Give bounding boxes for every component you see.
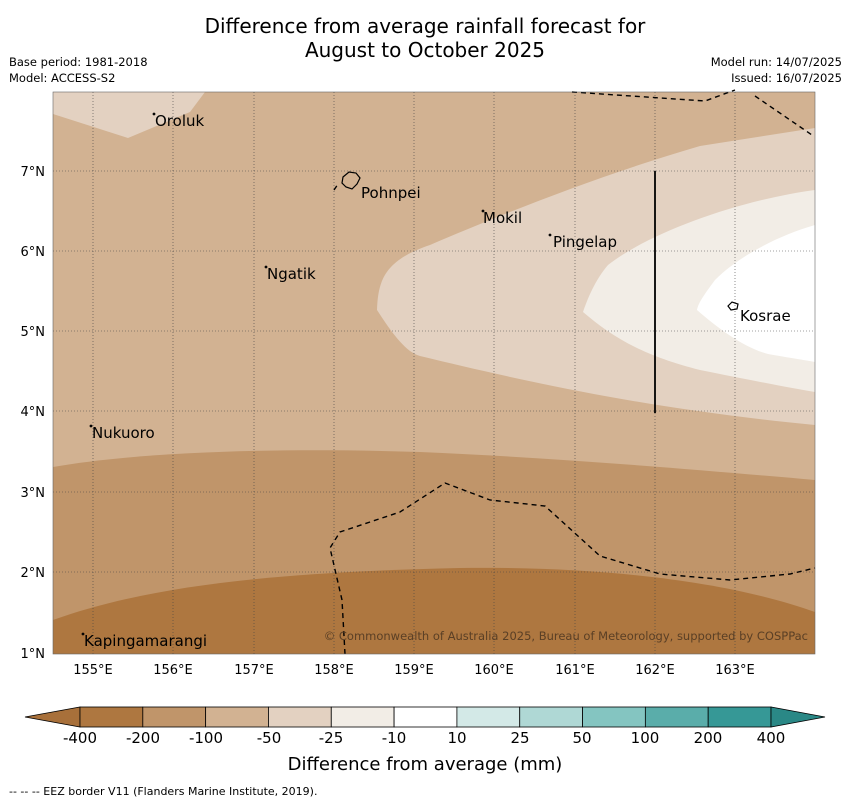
lon-tick-157e: 157°E	[234, 663, 274, 678]
model-name: Model: ACCESS-S2	[9, 71, 116, 85]
label-pohnpei: Pohnpei	[361, 184, 421, 202]
kapingamarangi-atoll	[81, 632, 85, 636]
colorbar-title: Difference from average (mm)	[287, 754, 563, 775]
lon-tick-163e: 163°E	[715, 663, 755, 678]
label-mokil: Mokil	[483, 209, 522, 227]
nukuoro-atoll	[89, 424, 93, 428]
colorbar-tick: -400	[62, 729, 98, 747]
band-minus-50-north	[53, 92, 205, 138]
pohnpei-island	[341, 171, 361, 190]
band-minus-400	[53, 567, 815, 654]
eez-border	[329, 89, 816, 655]
colorbar-extend-high	[770, 706, 826, 728]
colorbar-swatch	[456, 706, 521, 728]
colorbar-swatch	[393, 706, 458, 728]
meta-left: Base period: 1981-2018 Model: ACCESS-S2	[9, 54, 148, 86]
colorbar-tick: -25	[318, 729, 344, 747]
lon-tick-158e: 158°E	[314, 663, 354, 678]
place-labels: Oroluk Pohnpei Mokil Pingelap Ngatik Kos…	[84, 112, 791, 650]
lon-tick-156e: 156°E	[153, 663, 193, 678]
lon-tick-161e: 161°E	[555, 663, 595, 678]
label-ngatik: Ngatik	[267, 265, 316, 283]
lat-axis: 7°N 6°N 5°N 4°N 3°N 2°N 1°N	[21, 165, 46, 662]
colorbar-tick: -10	[381, 729, 407, 747]
band-minus-10	[697, 225, 815, 362]
mokil-atoll	[481, 209, 485, 213]
lat-tick-7n: 7°N	[21, 165, 46, 180]
colorbar-swatch	[519, 706, 583, 728]
label-pingelap: Pingelap	[553, 233, 617, 251]
meta-right: Model run: 14/07/2025 Issued: 16/07/2025	[711, 54, 842, 86]
label-nukuoro: Nukuoro	[92, 424, 155, 442]
kosrae-island	[727, 301, 739, 311]
colorbar-tick: 25	[510, 729, 530, 747]
colorbar-swatch	[142, 706, 207, 728]
colorbar-swatch	[330, 706, 395, 728]
lon-tick-162e: 162°E	[635, 663, 675, 678]
eez-footnote: -- -- -- EEZ border V11 (Flanders Marine…	[9, 785, 318, 798]
islands	[81, 112, 739, 636]
chart-title: Difference from average rainfall forecas…	[0, 14, 850, 62]
label-kosrae: Kosrae	[740, 307, 791, 325]
ngatik-atoll	[264, 265, 268, 269]
colorbar-tick: -200	[125, 729, 161, 747]
label-kapingamarangi: Kapingamarangi	[84, 632, 207, 650]
oroluk-atoll	[152, 112, 156, 116]
title-line-1: Difference from average rainfall forecas…	[204, 14, 646, 38]
lat-tick-4n: 4°N	[21, 405, 46, 420]
colorbar-tick: 200	[693, 729, 723, 747]
colorbar-tick: 100	[630, 729, 660, 747]
title-line-2: August to October 2025	[304, 38, 546, 62]
base-period: Base period: 1981-2018	[9, 55, 148, 69]
pingelap-atoll	[548, 233, 552, 237]
colorbar-tick: 400	[756, 729, 786, 747]
colorbar-tick: -100	[188, 729, 224, 747]
lon-axis: 155°E 156°E 157°E 158°E 159°E 160°E 161°…	[73, 663, 755, 678]
colorbar-swatch	[582, 706, 646, 728]
colorbar-swatch	[707, 706, 772, 728]
lat-tick-3n: 3°N	[21, 486, 46, 501]
colorbar-swatch	[644, 706, 709, 728]
colorbar-swatch	[268, 706, 332, 728]
issued-date: Issued: 16/07/2025	[731, 71, 842, 85]
colorbar-extend-low	[24, 706, 81, 728]
lat-tick-1n: 1°N	[21, 647, 46, 662]
colorbar-swatch	[79, 706, 144, 728]
lon-tick-160e: 160°E	[474, 663, 514, 678]
lat-tick-2n: 2°N	[21, 566, 46, 581]
colorbar-tick: 10	[447, 729, 467, 747]
colorbar	[24, 706, 826, 728]
lat-tick-6n: 6°N	[21, 245, 46, 260]
copyright-text: © Commonwealth of Australia 2025, Bureau…	[324, 629, 808, 643]
lon-tick-159e: 159°E	[394, 663, 434, 678]
model-run: Model run: 14/07/2025	[710, 55, 842, 69]
lon-tick-155e: 155°E	[73, 663, 113, 678]
map-area	[53, 92, 815, 654]
colorbar-swatch	[205, 706, 269, 728]
colorbar-tick: 50	[572, 729, 592, 747]
label-oroluk: Oroluk	[155, 112, 204, 130]
map-frame	[52, 91, 816, 655]
lat-tick-5n: 5°N	[21, 325, 46, 340]
colorbar-tick: -50	[256, 729, 282, 747]
